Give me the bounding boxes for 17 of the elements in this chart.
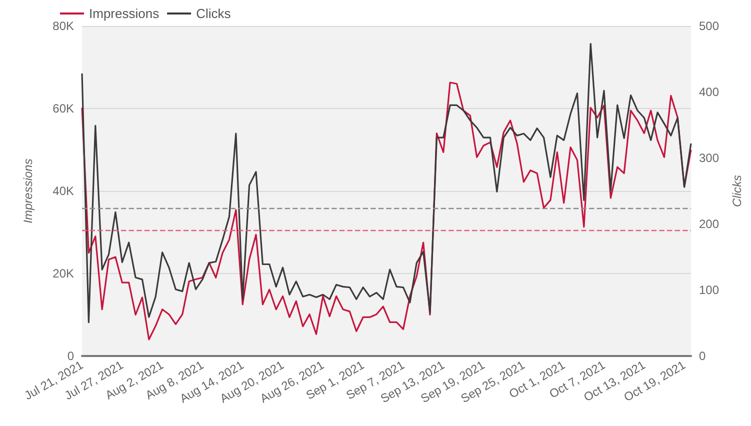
y2-tick-label: 0 [699, 349, 706, 363]
y2-axis-title: Clicks [730, 175, 744, 207]
line-series [81, 43, 692, 324]
y-tick-label: 60K [52, 102, 74, 116]
y-tick-label: 80K [52, 19, 74, 33]
y2-tick-label: 500 [699, 19, 720, 33]
y-tick-label: 0 [67, 349, 74, 363]
line-series [81, 82, 692, 340]
y2-tick-label: 400 [699, 85, 720, 99]
y-tick-label: 20K [52, 266, 74, 280]
legend-label: Clicks [196, 6, 232, 21]
y-axis-title: Impressions [21, 158, 35, 224]
y-tick-label: 40K [52, 184, 74, 198]
y2-tick-label: 300 [699, 151, 720, 165]
y2-tick-label: 100 [699, 283, 720, 297]
y2-tick-label: 200 [699, 217, 720, 231]
legend-label: Impressions [89, 6, 160, 21]
